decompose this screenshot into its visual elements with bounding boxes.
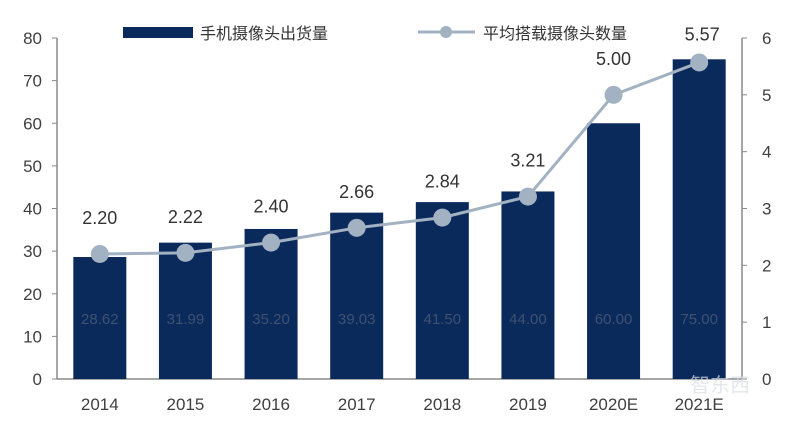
right-tick-label: 4 xyxy=(762,143,771,162)
bar-value-label: 75.00 xyxy=(680,311,718,328)
bar xyxy=(415,202,469,379)
left-tick-label: 20 xyxy=(23,285,42,304)
x-tick-label: 2020E xyxy=(589,395,638,414)
bar xyxy=(244,228,298,379)
bar xyxy=(158,242,212,379)
line-marker xyxy=(90,244,109,263)
line-marker xyxy=(347,218,366,237)
line-marker xyxy=(433,208,452,227)
bar-value-label: 60.00 xyxy=(595,311,633,328)
left-tick-label: 60 xyxy=(23,114,42,133)
bar xyxy=(672,59,726,379)
bar-value-label: 28.62 xyxy=(81,311,119,328)
left-tick-label: 0 xyxy=(33,370,42,389)
line-value-label: 2.84 xyxy=(425,172,460,192)
watermark-logo: 智东西 xyxy=(690,374,750,397)
left-tick-label: 70 xyxy=(23,72,42,91)
left-tick-label: 10 xyxy=(23,327,42,346)
line-marker xyxy=(518,187,537,206)
bar xyxy=(330,212,384,379)
x-tick-label: 2018 xyxy=(423,395,461,414)
legend-bar-swatch xyxy=(123,27,193,38)
left-tick-label: 40 xyxy=(23,200,42,219)
bar-value-label: 39.03 xyxy=(338,311,376,328)
line-value-label: 3.21 xyxy=(510,151,545,171)
left-tick-label: 30 xyxy=(23,242,42,261)
legend-line-label: 平均搭载摄像头数量 xyxy=(483,24,627,43)
legend: 手机摄像头出货量 平均搭载摄像头数量 xyxy=(123,24,627,43)
line-marker xyxy=(690,53,709,72)
x-tick-label: 2021E xyxy=(675,395,724,414)
right-tick-label: 6 xyxy=(762,29,771,48)
line-value-label: 2.40 xyxy=(254,197,289,217)
bar-value-label: 35.20 xyxy=(252,311,290,328)
right-tick-label: 0 xyxy=(762,370,771,389)
x-tick-label: 2017 xyxy=(338,395,376,414)
line-value-label: 2.66 xyxy=(339,182,374,202)
line-value-label: 5.00 xyxy=(596,49,631,69)
x-tick-label: 2014 xyxy=(81,395,119,414)
line-value-label: 2.22 xyxy=(168,207,203,227)
bar-value-label: 44.00 xyxy=(509,311,547,328)
line-series xyxy=(99,61,700,256)
bar xyxy=(587,123,641,379)
x-tick-label: 2019 xyxy=(509,395,547,414)
x-tick-label: 2016 xyxy=(252,395,290,414)
bar xyxy=(501,191,555,379)
line-marker xyxy=(176,243,195,262)
x-tick-label: 2015 xyxy=(167,395,205,414)
legend-line-marker xyxy=(440,26,452,38)
bar xyxy=(73,257,127,379)
line-value-label: 5.57 xyxy=(685,24,720,44)
line-marker xyxy=(262,233,281,252)
left-tick-label: 50 xyxy=(23,157,42,176)
right-tick-label: 1 xyxy=(762,313,771,332)
bar-value-label: 41.50 xyxy=(424,311,462,328)
line-value-label: 2.20 xyxy=(82,208,117,228)
legend-bar-label: 手机摄像头出货量 xyxy=(200,24,328,43)
bar-value-label: 31.99 xyxy=(167,311,205,328)
right-tick-label: 5 xyxy=(762,86,771,105)
line-marker xyxy=(604,85,623,104)
right-tick-label: 3 xyxy=(762,200,771,219)
right-tick-label: 2 xyxy=(762,256,771,275)
left-tick-label: 80 xyxy=(23,29,42,48)
